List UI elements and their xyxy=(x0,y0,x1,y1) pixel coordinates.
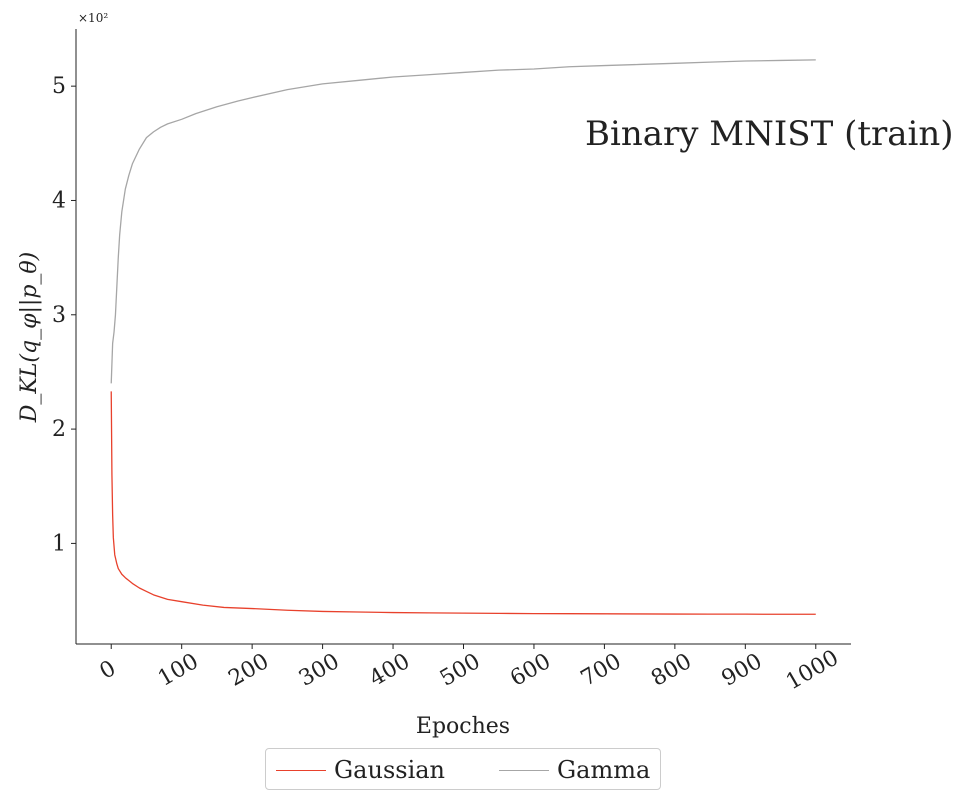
x-tick-label: 600 xyxy=(506,649,555,692)
legend-swatch-gaussian xyxy=(276,769,326,771)
series-lines xyxy=(110,59,816,615)
y-tick-label: 1 xyxy=(52,531,66,556)
y-tick-label: 2 xyxy=(52,417,66,442)
chart-annotation: Binary MNIST (train) xyxy=(585,114,954,154)
legend-label-gamma: Gamma xyxy=(557,756,651,784)
legend-swatch-gamma xyxy=(499,769,549,771)
y-tick-label: 4 xyxy=(52,188,66,213)
series-line-gaussian xyxy=(110,391,816,615)
y-scale-note: ×10² xyxy=(78,11,108,25)
y-tick-label: 3 xyxy=(52,303,66,328)
x-axis-title: Epoches xyxy=(416,714,510,739)
legend: Gaussian Gamma xyxy=(265,748,661,790)
x-tick-label: 300 xyxy=(295,649,344,692)
x-tick-label: 100 xyxy=(154,649,203,692)
x-tick-label: 900 xyxy=(718,649,767,692)
x-tick-label: 400 xyxy=(365,649,414,692)
series-line-gamma xyxy=(110,59,816,384)
x-tick-label: 700 xyxy=(577,649,626,692)
legend-item-gamma: Gamma xyxy=(499,749,650,791)
x-tick-label: 0 xyxy=(96,656,121,685)
x-tick-label: 800 xyxy=(647,649,696,692)
x-tick-label: 200 xyxy=(224,649,273,692)
x-tick-label: 500 xyxy=(436,649,485,692)
x-tick-label: 1000 xyxy=(782,646,843,696)
legend-label-gaussian: Gaussian xyxy=(334,756,446,784)
y-tick-label: 5 xyxy=(52,74,66,99)
axes xyxy=(71,29,851,649)
legend-item-gaussian: Gaussian xyxy=(276,749,445,791)
y-axis-title: D_KL(q_φ||p_θ) xyxy=(17,252,42,424)
tick-labels: 0 100 200 300 400 500 600 700 800 900 1000 1 2 3 4 5 xyxy=(52,74,843,695)
